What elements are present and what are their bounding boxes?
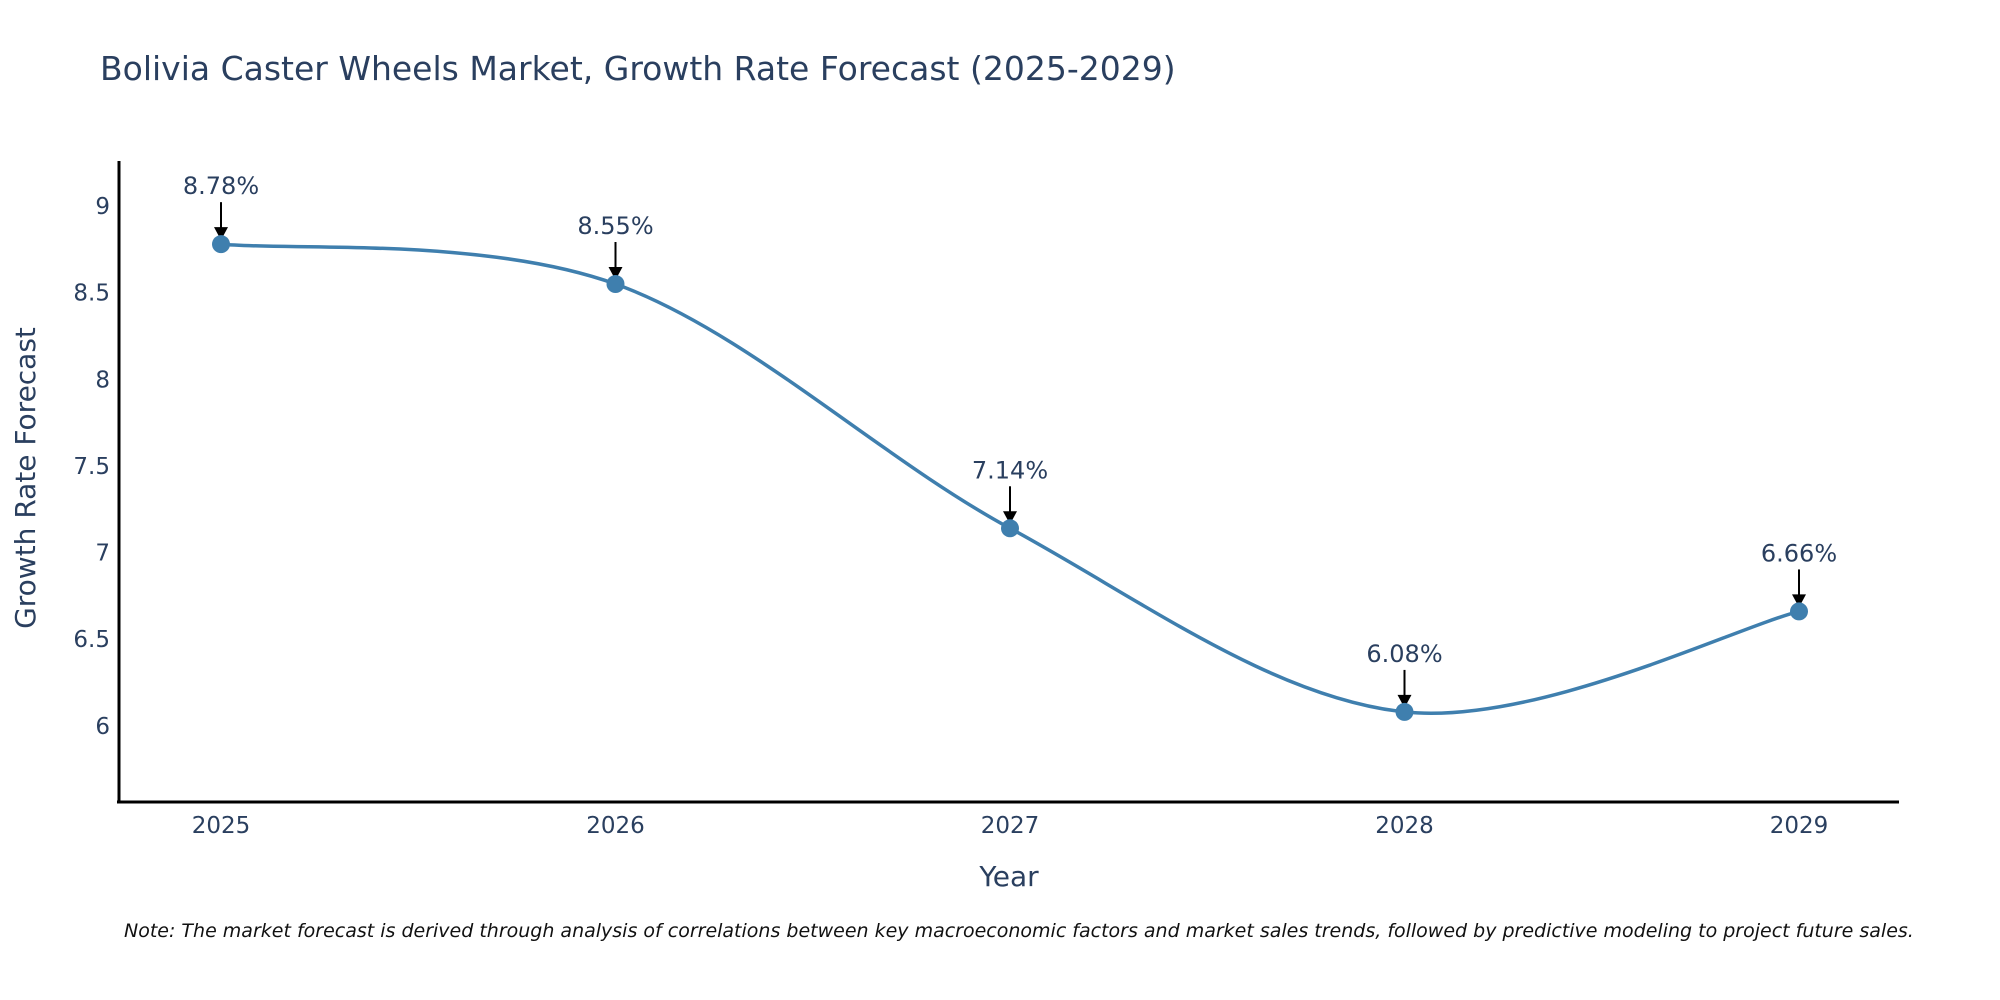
y-tick-label: 7 [95, 541, 110, 567]
data-label: 8.55% [577, 212, 653, 240]
x-tick-label: 2028 [1375, 813, 1434, 839]
data-point [212, 235, 230, 254]
y-tick-label: 7.5 [73, 454, 110, 480]
y-tick-label: 9 [95, 194, 110, 220]
annotation-arrowhead [1397, 694, 1412, 708]
data-point [606, 275, 625, 294]
data-label: 6.08% [1366, 640, 1442, 668]
data-point [1395, 702, 1414, 721]
y-tick-label: 6.5 [73, 627, 110, 653]
x-tick-label: 2026 [586, 813, 645, 839]
y-tick-label: 8 [95, 367, 110, 393]
annotation-arrowhead [214, 227, 228, 241]
y-tick-label: 8.5 [73, 281, 110, 307]
x-tick-label: 2025 [192, 813, 251, 839]
y-tick-label: 6 [95, 714, 110, 740]
y-tick-labels: 6 6.5 7 7.5 8 8.5 9 [73, 194, 110, 740]
x-tick-label: 2027 [981, 813, 1040, 839]
data-point [1790, 602, 1808, 621]
data-point [1001, 519, 1019, 538]
chart-title: Bolivia Caster Wheels Market, Growth Rat… [100, 49, 1176, 88]
y-axis-title: Growth Rate Forecast [9, 327, 42, 629]
x-axis-title: Year [978, 860, 1039, 893]
annotation-arrowhead [1003, 511, 1017, 525]
x-tick-label: 2029 [1770, 813, 1829, 839]
x-tick-labels: 2025 2026 2027 2028 2029 [192, 813, 1829, 839]
annotation-arrowhead [1792, 594, 1806, 608]
footnote: Note: The market forecast is derived thr… [124, 920, 1914, 942]
data-marks: 8.78% 8.55% 7.14% 6.08% 6.66% [183, 172, 1837, 721]
data-label: 6.66% [1761, 539, 1837, 567]
annotation-arrowhead [608, 267, 623, 281]
data-label: 8.78% [183, 172, 259, 200]
data-label: 7.14% [972, 456, 1048, 484]
